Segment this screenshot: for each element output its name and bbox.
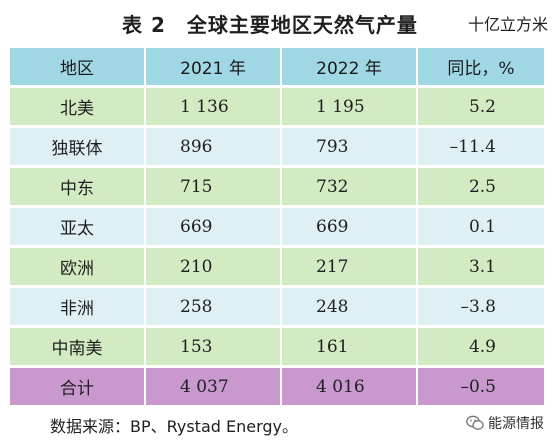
value-2022-cell: 669 xyxy=(282,208,418,245)
yoy-cell: 2.5 xyxy=(418,168,544,205)
total-row: 合计 4 037 4 016 –0.5 xyxy=(10,368,544,405)
watermark-label: 能源情报 xyxy=(488,416,544,432)
wechat-icon xyxy=(466,415,484,430)
value-2021-cell: 669 xyxy=(146,208,282,245)
region-cell: 北美 xyxy=(10,88,146,125)
table-title: 表 2 全球主要地区天然气产量 xyxy=(122,13,418,37)
header-2021: 2021 年 xyxy=(146,48,282,85)
total-label-cell: 合计 xyxy=(10,368,146,405)
yoy-cell: –3.8 xyxy=(418,288,544,325)
gas-production-table: 地区 2021 年 2022 年 同比，% 北美 1 136 1 195 5.2… xyxy=(10,45,544,408)
value-2022-cell: 217 xyxy=(282,248,418,285)
header-region: 地区 xyxy=(10,48,146,85)
value-2021-cell: 153 xyxy=(146,328,282,365)
region-cell: 欧洲 xyxy=(10,248,146,285)
table-row: 欧洲 210 217 3.1 xyxy=(10,248,544,285)
region-cell: 中东 xyxy=(10,168,146,205)
yoy-cell: 5.2 xyxy=(418,88,544,125)
value-2021-cell: 258 xyxy=(146,288,282,325)
value-2022-cell: 248 xyxy=(282,288,418,325)
region-cell: 中南美 xyxy=(10,328,146,365)
region-cell: 非洲 xyxy=(10,288,146,325)
table-row: 非洲 258 248 –3.8 xyxy=(10,288,544,325)
header-yoy: 同比，% xyxy=(418,48,544,85)
total-2021-cell: 4 037 xyxy=(146,368,282,405)
value-2021-cell: 210 xyxy=(146,248,282,285)
value-2022-cell: 161 xyxy=(282,328,418,365)
value-2022-cell: 793 xyxy=(282,128,418,165)
total-yoy-cell: –0.5 xyxy=(418,368,544,405)
region-cell: 独联体 xyxy=(10,128,146,165)
yoy-cell: 4.9 xyxy=(418,328,544,365)
table-row: 中南美 153 161 4.9 xyxy=(10,328,544,365)
table-header-row: 地区 2021 年 2022 年 同比，% xyxy=(10,48,544,85)
table-row: 中东 715 732 2.5 xyxy=(10,168,544,205)
table-row: 独联体 896 793 –11.4 xyxy=(10,128,544,165)
value-2021-cell: 896 xyxy=(146,128,282,165)
watermark: 能源情报 xyxy=(466,413,544,433)
data-source-note: 数据来源：BP、Rystad Energy。 xyxy=(50,417,299,436)
yoy-cell: 0.1 xyxy=(418,208,544,245)
value-2021-cell: 715 xyxy=(146,168,282,205)
yoy-cell: 3.1 xyxy=(418,248,544,285)
value-2022-cell: 732 xyxy=(282,168,418,205)
title-row: 表 2 全球主要地区天然气产量 十亿立方米 xyxy=(0,0,554,44)
unit-label: 十亿立方米 xyxy=(467,15,548,34)
total-2022-cell: 4 016 xyxy=(282,368,418,405)
value-2022-cell: 1 195 xyxy=(282,88,418,125)
header-2022: 2022 年 xyxy=(282,48,418,85)
region-cell: 亚太 xyxy=(10,208,146,245)
value-2021-cell: 1 136 xyxy=(146,88,282,125)
table-row: 亚太 669 669 0.1 xyxy=(10,208,544,245)
table-row: 北美 1 136 1 195 5.2 xyxy=(10,88,544,125)
yoy-cell: –11.4 xyxy=(418,128,544,165)
